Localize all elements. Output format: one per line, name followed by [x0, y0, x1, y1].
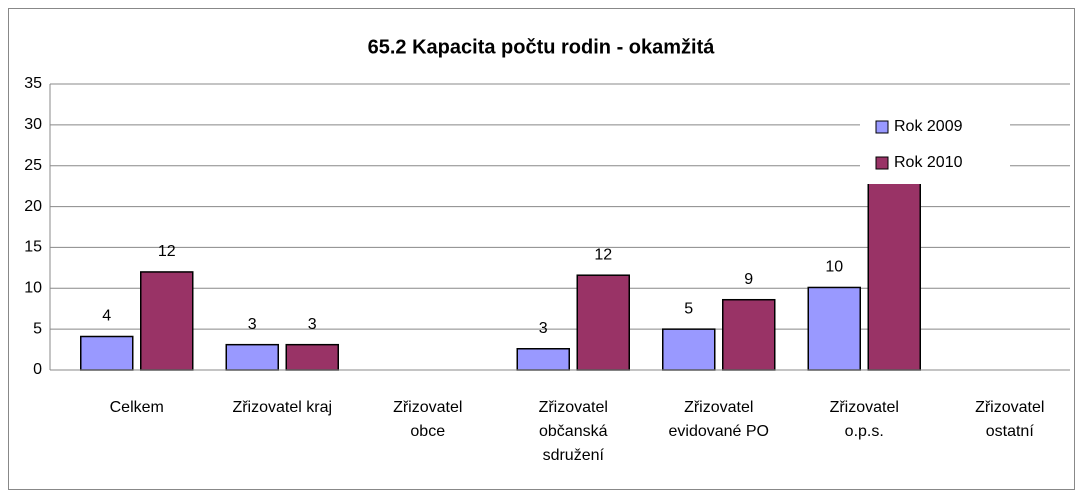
x-tick-label: Zřizovatel o.p.s. — [829, 399, 899, 440]
bar — [807, 286, 861, 371]
data-label: 10 — [825, 259, 843, 276]
legend-label: Rok 2009 — [894, 118, 963, 135]
bar — [867, 155, 921, 371]
bar — [80, 335, 134, 371]
data-label: 12 — [594, 246, 612, 263]
x-tick-label: Celkem — [109, 399, 164, 416]
bar — [225, 343, 279, 371]
y-tick-label: 25 — [24, 157, 42, 174]
data-label: 4 — [102, 308, 111, 325]
x-tick-label: Zřizovatel evidované PO — [668, 399, 769, 440]
y-tick-label: 5 — [33, 320, 42, 337]
x-tick-label: Zřizovatel občanská sdružení — [538, 399, 608, 464]
x-tick-label: Zřizovatel ostatní — [975, 399, 1045, 440]
data-label: 12 — [158, 243, 176, 260]
y-tick-label: 30 — [24, 116, 42, 133]
y-tick-label: 10 — [24, 280, 42, 297]
data-label: 3 — [539, 320, 548, 337]
legend-swatch — [875, 120, 889, 134]
data-label: 5 — [684, 300, 693, 317]
data-label: 9 — [744, 271, 753, 288]
bar — [722, 298, 776, 371]
bar — [576, 274, 630, 371]
y-tick-label: 0 — [33, 361, 42, 378]
bar — [285, 343, 339, 371]
data-label: 3 — [308, 316, 317, 333]
legend-label: Rok 2010 — [894, 154, 963, 171]
x-tick-label: Zřizovatel kraj — [232, 399, 333, 416]
chart-title: 65.2 Kapacita počtu rodin - okamžitá — [368, 36, 716, 58]
legend-swatch — [875, 156, 889, 170]
x-tick-label: Zřizovatel obce — [393, 399, 463, 440]
bar — [662, 328, 716, 371]
y-tick-label: 35 — [24, 75, 42, 92]
y-tick-label: 20 — [24, 198, 42, 215]
bar — [140, 271, 194, 371]
data-label: 3 — [248, 316, 257, 333]
bar — [516, 348, 570, 371]
y-tick-label: 15 — [24, 239, 42, 256]
